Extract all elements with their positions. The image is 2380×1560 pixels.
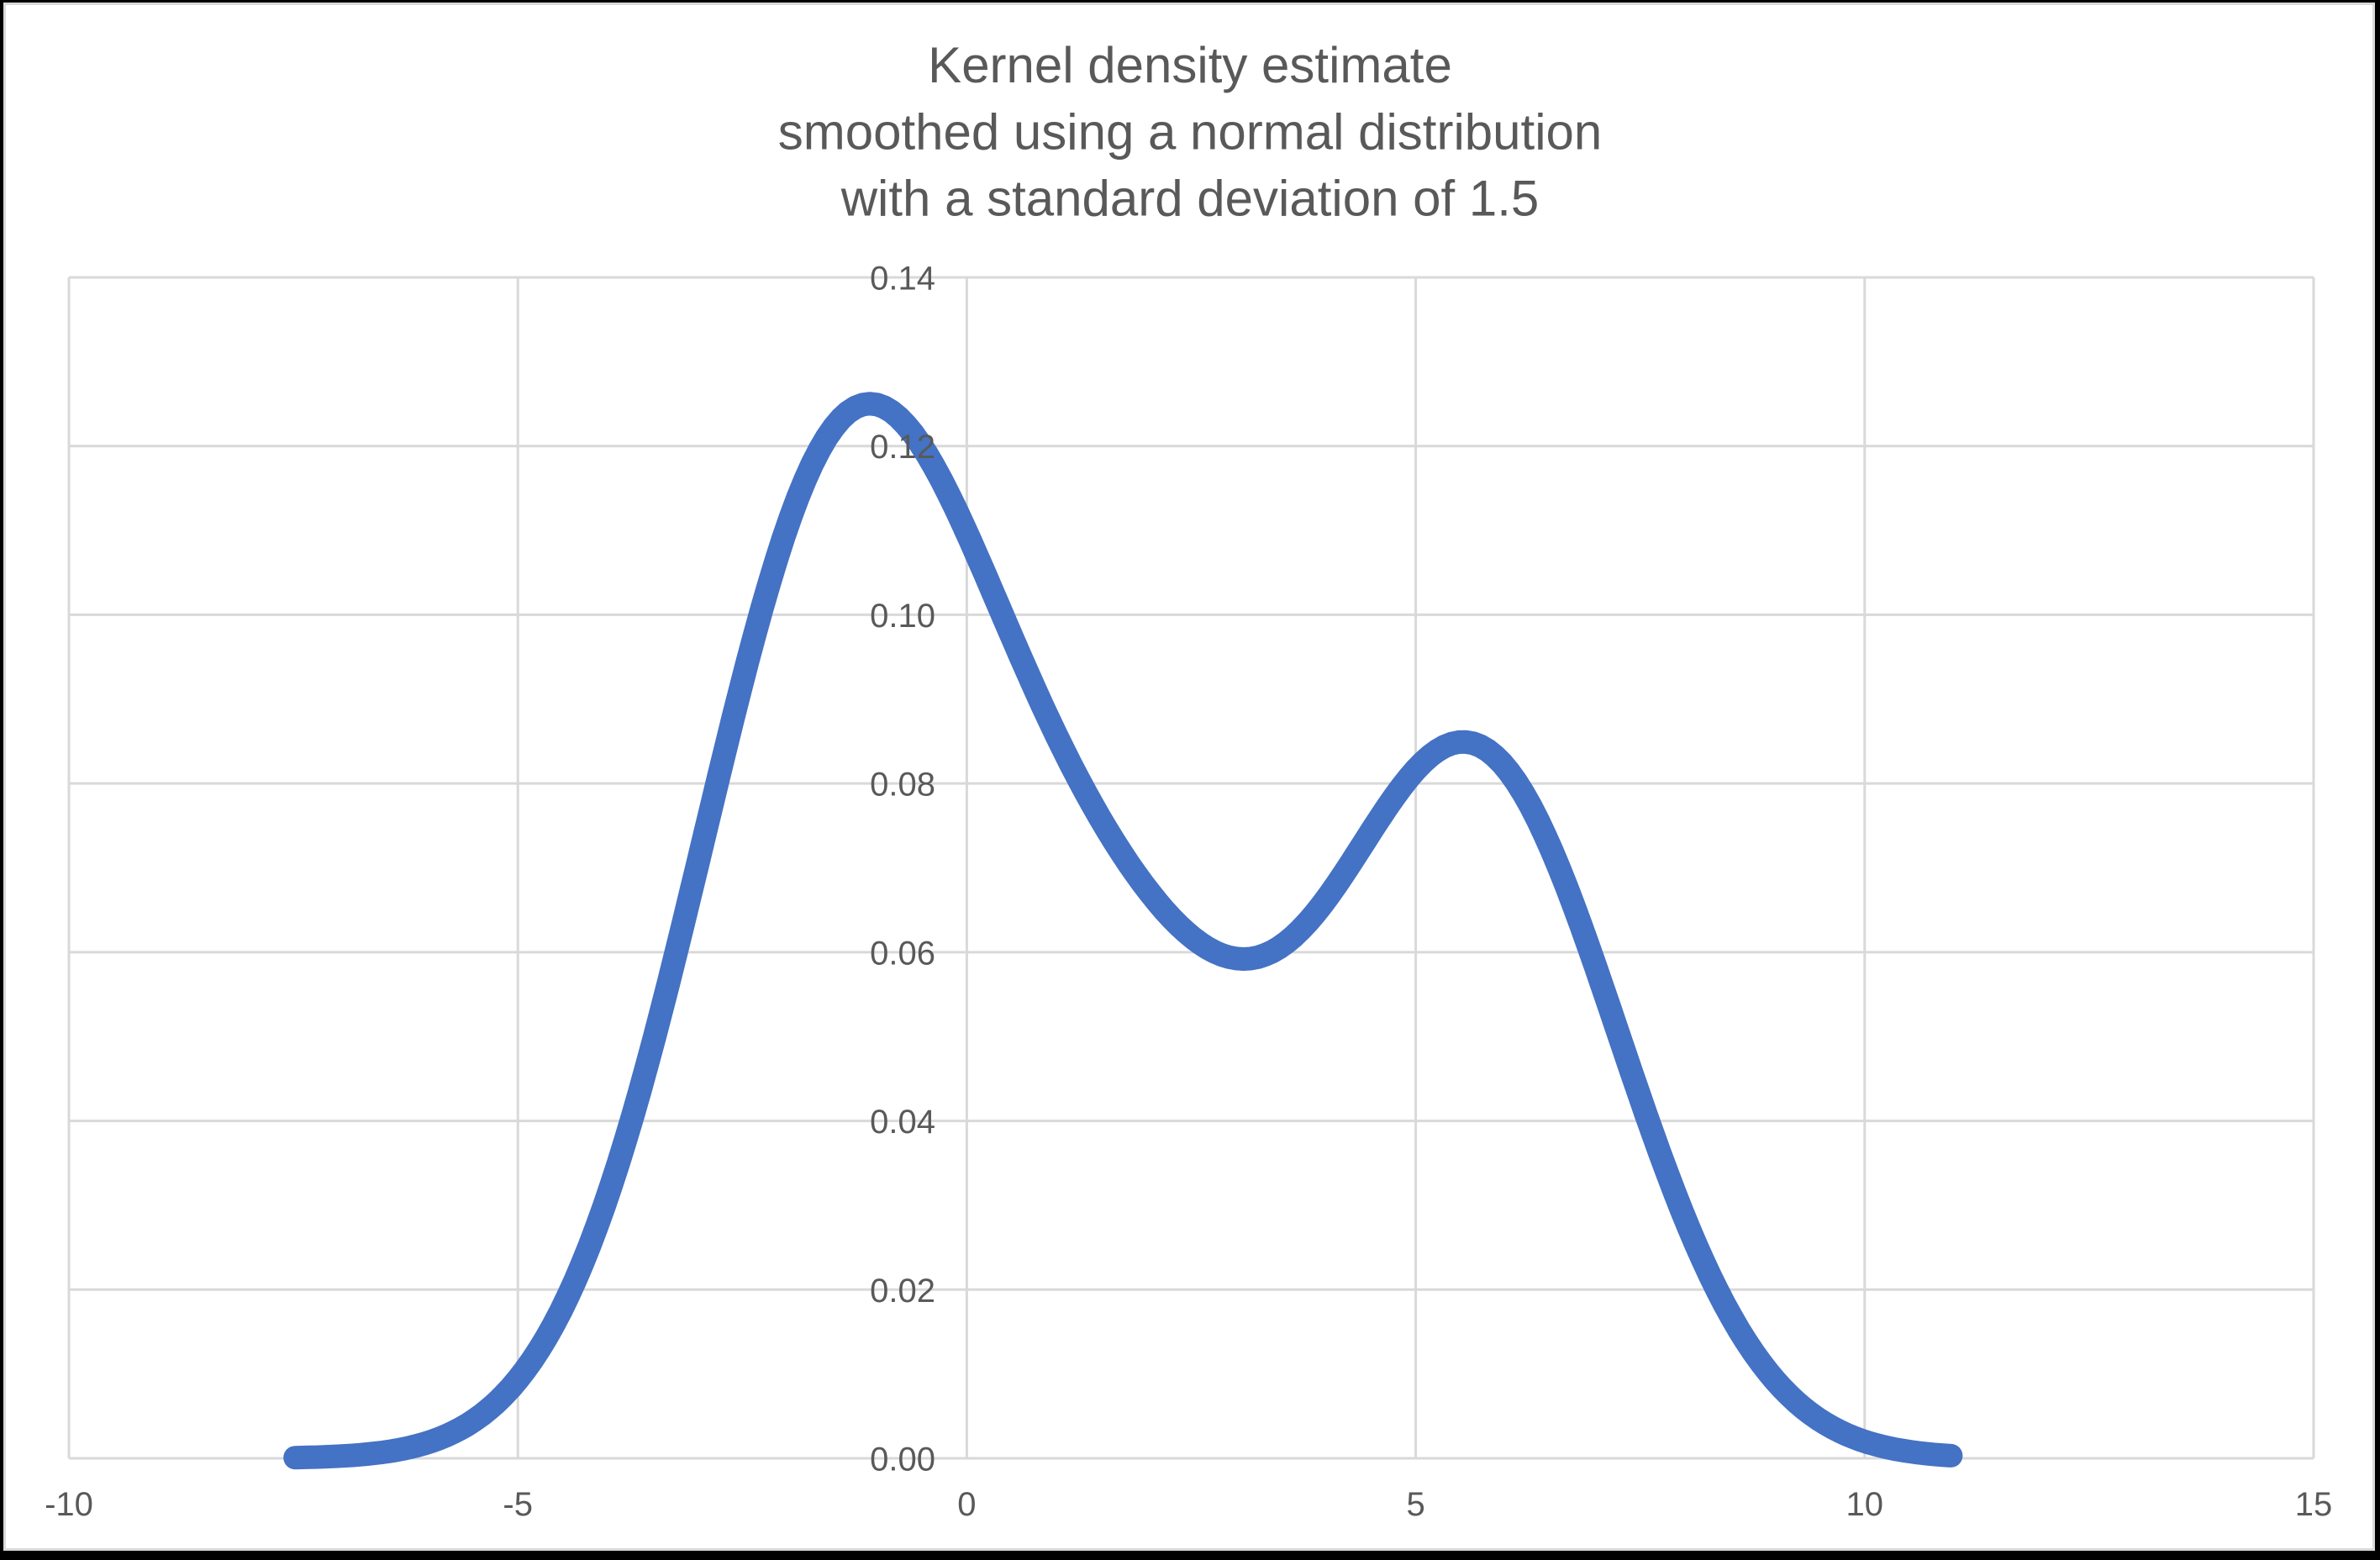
svg-text:15: 15 [2295,1486,2333,1523]
svg-text:Kernel density estimate: Kernel density estimate [928,37,1452,93]
svg-text:-5: -5 [503,1486,533,1523]
svg-text:0.12: 0.12 [870,429,935,466]
svg-text:0.10: 0.10 [870,598,935,635]
svg-text:0.02: 0.02 [870,1273,935,1310]
svg-text:0.00: 0.00 [870,1441,935,1478]
svg-text:0.14: 0.14 [870,261,935,298]
svg-text:5: 5 [1406,1486,1424,1523]
svg-text:0.06: 0.06 [870,935,935,972]
svg-text:0.08: 0.08 [870,767,935,804]
svg-text:0.04: 0.04 [870,1104,935,1141]
svg-text:-10: -10 [45,1486,93,1523]
svg-text:10: 10 [1846,1486,1884,1523]
svg-text:with a standard deviation of 1: with a standard deviation of 1.5 [840,171,1540,227]
svg-text:smoothed using a normal distri: smoothed using a normal distribution [778,104,1603,161]
svg-text:0: 0 [957,1486,976,1523]
